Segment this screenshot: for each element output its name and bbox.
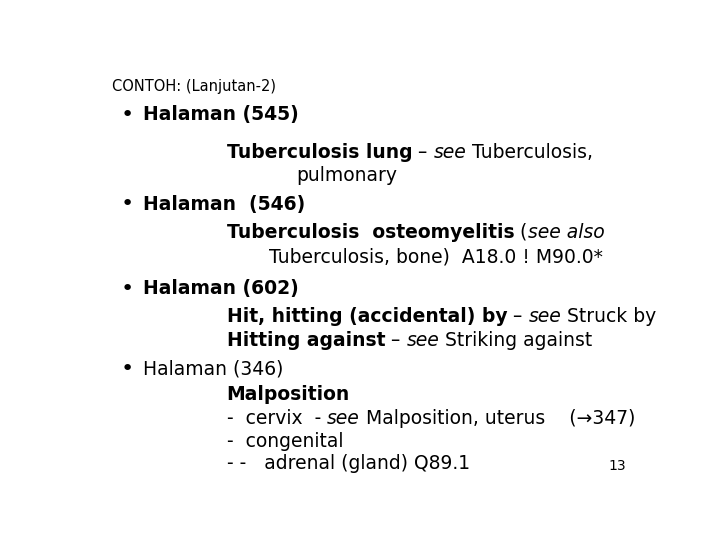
Text: pulmonary: pulmonary [297,166,397,185]
Text: –: – [385,331,407,350]
Text: Striking against: Striking against [439,331,593,350]
Text: –: – [413,143,433,161]
Text: -  congenital: - congenital [227,431,343,450]
Text: - -   adrenal (gland) Q89.1: - - adrenal (gland) Q89.1 [227,455,470,474]
Text: Tuberculosis lung: Tuberculosis lung [227,143,413,161]
Text: Hit, hitting (accidental) by: Hit, hitting (accidental) by [227,307,508,326]
Text: 13: 13 [608,459,626,473]
Text: Tuberculosis, bone)  A18.0 ! M90.0*: Tuberculosis, bone) A18.0 ! M90.0* [269,248,603,267]
Text: Tuberculosis,: Tuberculosis, [467,143,593,161]
Text: •: • [121,194,134,214]
Text: CONTOH: (Lanjutan-2): CONTOH: (Lanjutan-2) [112,79,276,94]
Text: -  cervix  -: - cervix - [227,409,327,428]
Text: Tuberculosis  osteomyelitis: Tuberculosis osteomyelitis [227,223,514,242]
Text: Struck by: Struck by [562,307,657,326]
Text: see also: see also [528,223,605,242]
Text: –: – [508,307,528,326]
Text: •: • [121,359,134,379]
Text: (: ( [514,223,528,242]
Text: see: see [433,143,467,161]
Text: Halaman (602): Halaman (602) [143,279,299,298]
Text: •: • [121,279,134,299]
Text: •: • [121,105,134,125]
Text: see: see [407,331,439,350]
Text: Halaman (346): Halaman (346) [143,360,284,379]
Text: see: see [327,409,360,428]
Text: Malposition: Malposition [227,384,350,403]
Text: Halaman (545): Halaman (545) [143,105,299,124]
Text: Hitting against: Hitting against [227,331,385,350]
Text: Malposition, uterus    (→347): Malposition, uterus (→347) [360,409,635,428]
Text: Halaman  (546): Halaman (546) [143,194,305,214]
Text: see: see [528,307,562,326]
